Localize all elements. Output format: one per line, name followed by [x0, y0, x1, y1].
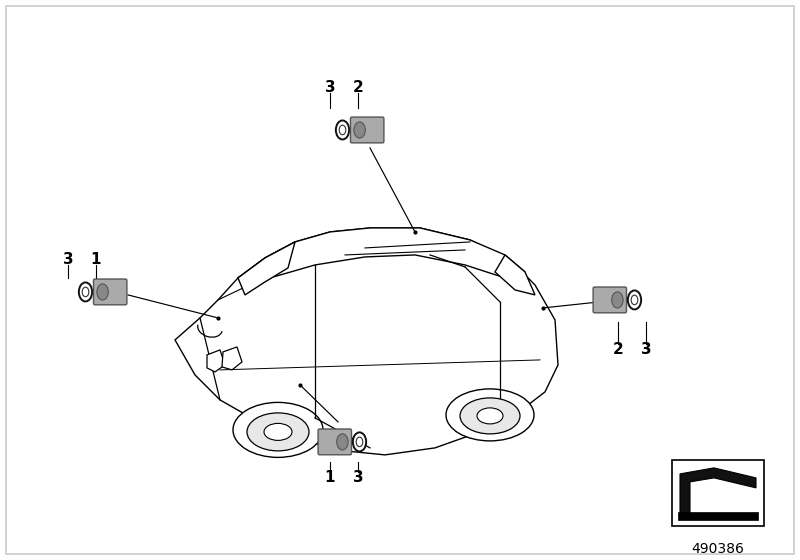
Ellipse shape [264, 423, 292, 440]
Text: 2: 2 [613, 342, 623, 357]
Text: 490386: 490386 [691, 542, 745, 556]
Text: 1: 1 [90, 253, 102, 268]
Bar [678, 512, 758, 520]
Polygon shape [222, 347, 242, 370]
Ellipse shape [247, 413, 309, 451]
Ellipse shape [339, 125, 346, 135]
Bar [672, 460, 764, 526]
Text: 3: 3 [325, 81, 335, 95]
Ellipse shape [356, 437, 363, 447]
Ellipse shape [477, 408, 503, 424]
Polygon shape [680, 468, 756, 514]
Text: 1: 1 [325, 470, 335, 486]
Ellipse shape [631, 295, 638, 305]
Ellipse shape [354, 122, 366, 138]
Ellipse shape [612, 292, 623, 308]
Ellipse shape [337, 434, 348, 450]
Polygon shape [175, 228, 558, 455]
Ellipse shape [353, 432, 366, 451]
Ellipse shape [233, 403, 323, 458]
Polygon shape [207, 350, 225, 372]
Text: 2: 2 [353, 81, 363, 95]
FancyBboxPatch shape [318, 429, 351, 455]
Ellipse shape [336, 120, 349, 139]
Text: 3: 3 [641, 342, 651, 357]
Text: 3: 3 [353, 470, 363, 486]
Ellipse shape [97, 284, 108, 300]
Ellipse shape [460, 398, 520, 434]
Text: 3: 3 [62, 253, 74, 268]
Polygon shape [238, 242, 295, 295]
FancyBboxPatch shape [593, 287, 626, 313]
Ellipse shape [446, 389, 534, 441]
Ellipse shape [82, 287, 89, 297]
Ellipse shape [79, 282, 92, 301]
FancyBboxPatch shape [94, 279, 127, 305]
Polygon shape [238, 228, 525, 292]
FancyBboxPatch shape [350, 117, 384, 143]
Polygon shape [495, 255, 535, 295]
Ellipse shape [628, 291, 641, 310]
